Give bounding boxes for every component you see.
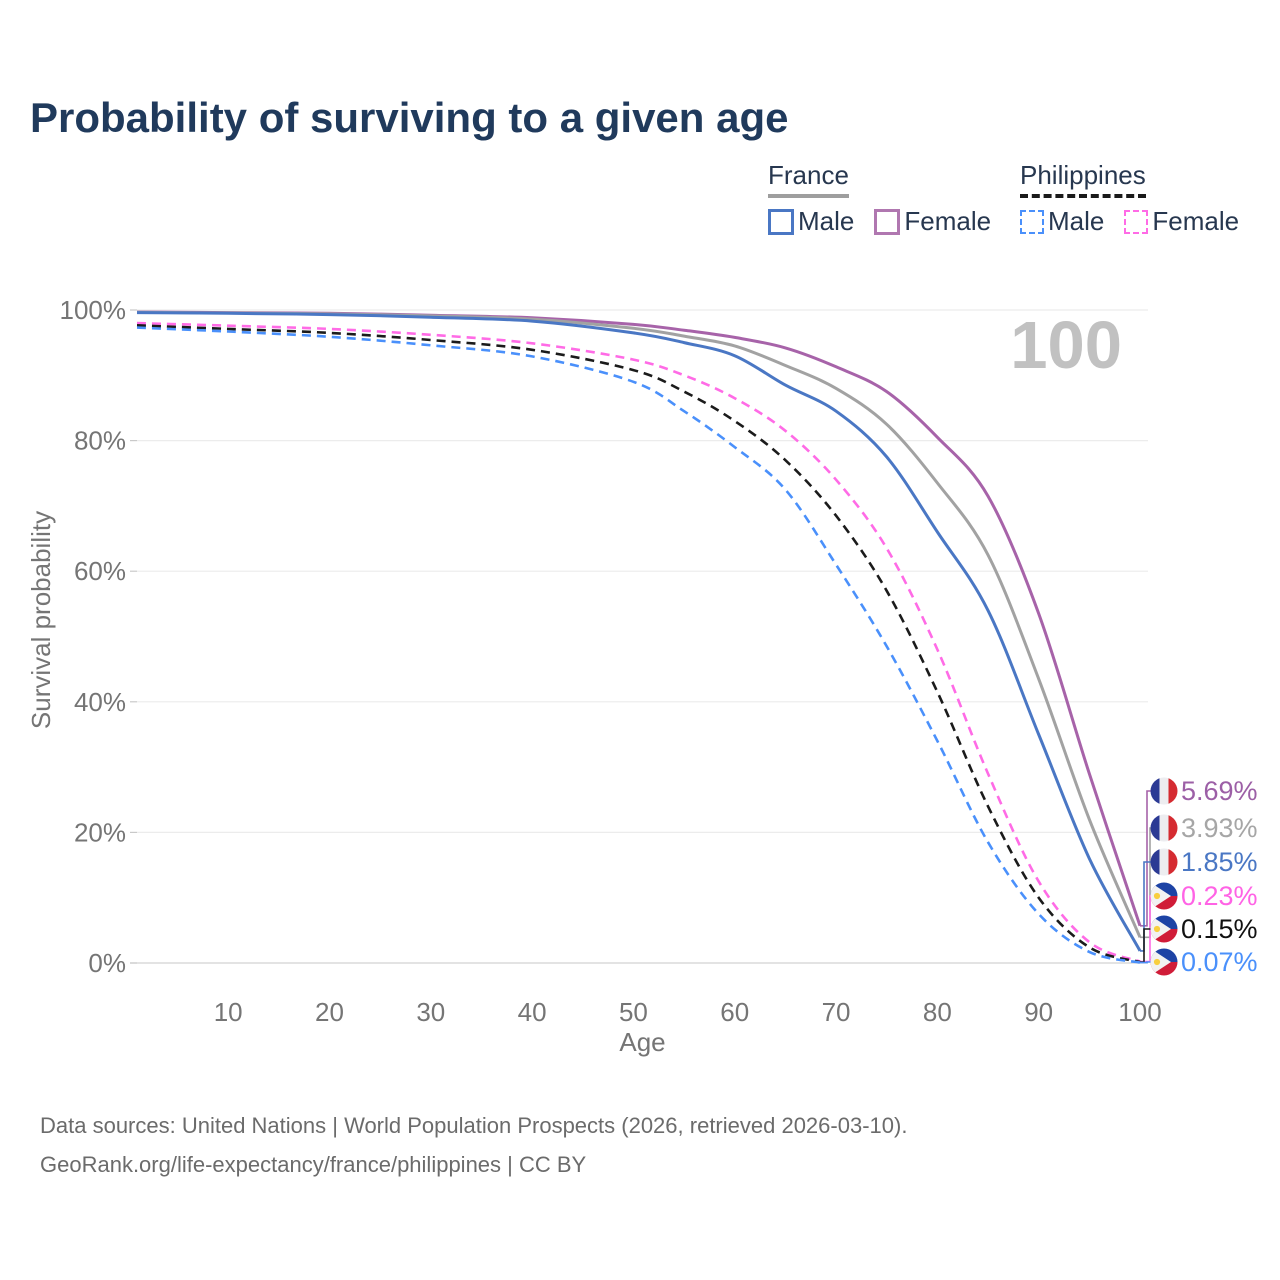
y-tick-label: 40% [74, 687, 126, 717]
philippines-flag-icon [1150, 948, 1178, 976]
legend-swatch-philippines-male-icon [1020, 209, 1044, 234]
x-tick-label: 80 [923, 997, 952, 1027]
x-tick-label: 100 [1118, 997, 1161, 1027]
curve-philippines-female[interactable] [136, 321, 1141, 963]
y-tick-label: 20% [74, 817, 126, 847]
end-label-france-male: 1.85% [1181, 847, 1258, 877]
france-flag-icon [1150, 777, 1178, 805]
curve-france-male[interactable] [136, 311, 1142, 952]
legend-label-philippines-female: Female [1152, 206, 1240, 236]
x-axis-title: Age [619, 1027, 665, 1057]
end-label-france-both: 3.93% [1181, 813, 1258, 843]
end-label-philippines-male: 0.07% [1181, 947, 1258, 977]
y-tick-label: 0% [88, 948, 126, 978]
curve-france-female[interactable] [136, 310, 1142, 927]
y-tick-label: 60% [74, 556, 126, 586]
x-tick-label: 50 [619, 997, 648, 1027]
y-tick-label: 80% [74, 426, 126, 456]
france-flag-icon [1150, 848, 1178, 876]
legend: France Male Female Philippines Male Fema… [0, 0, 1280, 250]
end-label-philippines-female: 0.23% [1181, 881, 1258, 911]
legend-row-france: Male Female [768, 206, 1011, 237]
footer-data-sources: Data sources: United Nations | World Pop… [40, 1113, 908, 1138]
legend-row-philippines: Male Female [1020, 206, 1259, 237]
philippines-flag-icon [1150, 882, 1178, 910]
chart-title: Probability of surviving to a given age [30, 94, 789, 141]
y-axis-title: Survival probability [26, 511, 56, 729]
end-leader-philippines-male [1140, 961, 1151, 964]
legend-label-philippines-male: Male [1048, 206, 1105, 236]
x-tick-label: 70 [822, 997, 851, 1027]
curve-philippines-both[interactable] [136, 324, 1141, 964]
end-label-philippines-both: 0.15% [1181, 914, 1258, 944]
x-tick-label: 20 [315, 997, 344, 1027]
legend-label-france-male: Male [798, 206, 855, 236]
legend-label-france-female: Female [904, 206, 992, 236]
y-tick-label: 100% [60, 295, 127, 325]
x-tick-label: 90 [1024, 997, 1053, 1027]
x-tick-label: 60 [720, 997, 749, 1027]
legend-group-title-philippines: Philippines [1020, 160, 1146, 198]
legend-group-france: France Male Female [768, 160, 1011, 237]
legend-swatch-philippines-female-icon [1124, 209, 1149, 234]
legend-swatch-france-female-icon [874, 208, 901, 235]
end-label-france-female: 5.69% [1181, 776, 1258, 806]
legend-swatch-france-male-icon [768, 208, 794, 235]
x-tick-label: 40 [518, 997, 547, 1027]
footer: Data sources: United Nations | World Pop… [40, 1106, 907, 1184]
legend-group-title-france: France [768, 160, 849, 198]
x-tick-label: 10 [214, 997, 243, 1027]
france-flag-icon [1150, 814, 1178, 842]
curve-philippines-male[interactable] [136, 326, 1141, 964]
philippines-flag-icon [1150, 915, 1178, 943]
legend-group-philippines: Philippines Male Female [1020, 160, 1259, 237]
end-leader-france-male [1140, 861, 1151, 952]
x-tick-label: 30 [416, 997, 445, 1027]
footer-attribution: GeoRank.org/life-expectancy/france/phili… [40, 1152, 587, 1177]
age-watermark: 100 [1010, 308, 1122, 383]
